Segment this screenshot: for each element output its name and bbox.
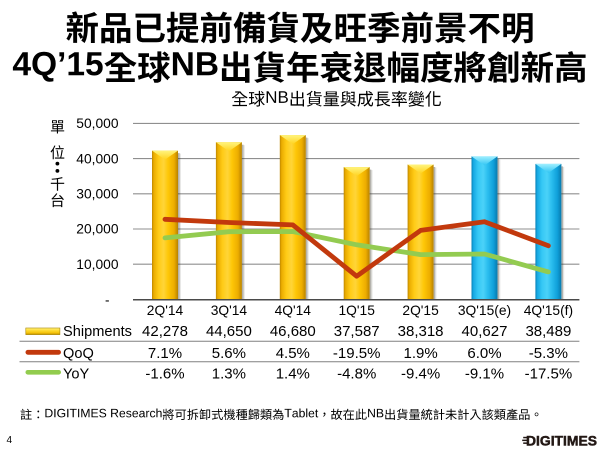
svg-text:-5.3%: -5.3%: [529, 345, 568, 362]
svg-text:1Q'15: 1Q'15: [339, 303, 376, 318]
svg-text:44,650: 44,650: [206, 323, 252, 340]
svg-text:6.0%: 6.0%: [467, 345, 501, 362]
svg-text:37,587: 37,587: [334, 323, 380, 340]
svg-text:-9.1%: -9.1%: [465, 366, 504, 383]
svg-text:20,000: 20,000: [76, 222, 119, 237]
svg-text:QoQ: QoQ: [63, 346, 94, 362]
svg-text:1.3%: 1.3%: [212, 366, 246, 383]
svg-text:3Q'14: 3Q'14: [211, 303, 248, 318]
svg-text:40,627: 40,627: [462, 323, 508, 340]
svg-text:-: -: [105, 292, 110, 307]
svg-text:46,680: 46,680: [270, 323, 316, 340]
svg-text:-17.5%: -17.5%: [525, 366, 573, 383]
svg-text:10,000: 10,000: [76, 257, 119, 272]
svg-text:4Q'14: 4Q'14: [275, 303, 312, 318]
svg-text:7.1%: 7.1%: [148, 345, 182, 362]
svg-text:5.6%: 5.6%: [212, 345, 246, 362]
svg-text:1.4%: 1.4%: [276, 366, 310, 383]
svg-text:-9.4%: -9.4%: [401, 366, 440, 383]
svg-text:50,000: 50,000: [76, 116, 119, 131]
svg-text:4Q'15(f): 4Q'15(f): [524, 303, 573, 318]
svg-text:DIGITIMES: DIGITIMES: [526, 432, 597, 448]
svg-text:Shipments: Shipments: [63, 324, 132, 340]
svg-text:-4.8%: -4.8%: [337, 366, 376, 383]
svg-text:2Q'15: 2Q'15: [402, 303, 439, 318]
svg-text:2Q'14: 2Q'14: [147, 303, 184, 318]
svg-text:-1.6%: -1.6%: [145, 366, 184, 383]
svg-text:4.5%: 4.5%: [276, 345, 310, 362]
svg-text:30,000: 30,000: [76, 187, 119, 202]
svg-text:4: 4: [7, 435, 13, 446]
svg-text:3Q'15(e): 3Q'15(e): [458, 303, 511, 318]
svg-text:-19.5%: -19.5%: [333, 345, 381, 362]
svg-text:1.9%: 1.9%: [403, 345, 437, 362]
svg-text:40,000: 40,000: [76, 151, 119, 166]
svg-text:38,318: 38,318: [398, 323, 444, 340]
svg-text:38,489: 38,489: [525, 323, 571, 340]
svg-text:YoY: YoY: [63, 367, 90, 383]
svg-text:42,278: 42,278: [142, 323, 188, 340]
